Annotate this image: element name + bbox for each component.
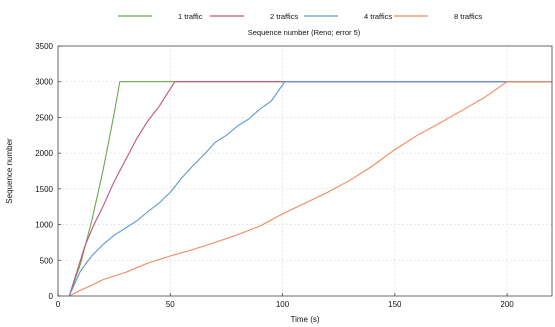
series-line-2 (68, 81, 552, 297)
x-tick-label: 50 (166, 300, 175, 309)
y-tick-label: 1000 (35, 221, 53, 230)
x-tick-label: 200 (500, 300, 514, 309)
series-line-4 (68, 81, 552, 297)
x-tick-label: 100 (276, 300, 290, 309)
series-line-1 (68, 81, 552, 297)
y-tick-label: 3000 (35, 78, 53, 87)
series-line-3 (68, 81, 552, 297)
legend-item-3: 4 traffics (304, 12, 392, 21)
plot-frame (57, 45, 553, 297)
y-tick-label: 0 (49, 292, 54, 301)
x-axis-label: Time (s) (290, 315, 319, 324)
legend-item-1: 1 traffic (118, 12, 203, 21)
y-tick-label: 1500 (35, 185, 53, 194)
legend-label: 2 traffics (270, 12, 298, 21)
y-tick-label: 2000 (35, 149, 53, 158)
series-group (68, 81, 552, 297)
x-tick-label: 150 (388, 300, 402, 309)
legend-item-2: 2 traffics (210, 12, 298, 21)
x-axis-ticks: 0 50 100 150 200 (56, 293, 514, 309)
grid (58, 46, 552, 296)
legend-label: 8 traffics (454, 12, 482, 21)
legend-item-4: 8 traffics (394, 12, 482, 21)
y-tick-label: 2500 (35, 113, 53, 122)
y-axis-ticks: 0 500 1000 1500 2000 2500 3000 3500 (35, 42, 61, 301)
y-tick-label: 500 (40, 256, 54, 265)
legend-label: 1 traffic (178, 12, 203, 21)
y-axis-label: Sequence number (5, 138, 14, 204)
legend: 1 traffic 2 traffics 4 traffics 8 traffics (118, 12, 482, 21)
y-tick-label: 3500 (35, 42, 53, 51)
legend-label: 4 traffics (364, 12, 392, 21)
x-tick-label: 0 (56, 300, 61, 309)
chart-title: Sequence number (Reno; error 5) (248, 28, 361, 37)
